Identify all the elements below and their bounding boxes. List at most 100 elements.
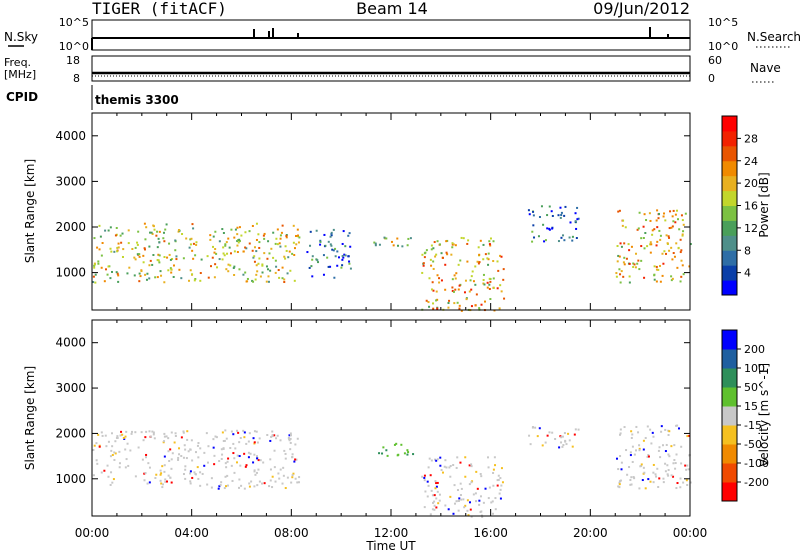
data-cell	[294, 443, 297, 446]
data-cell	[184, 448, 187, 451]
data-cell	[680, 445, 683, 448]
data-cell	[285, 249, 288, 252]
data-cell	[488, 243, 491, 246]
data-cell	[453, 484, 456, 487]
velocity-ylabel: Slant Range [km]	[23, 366, 37, 470]
data-cell	[451, 286, 454, 289]
data-cell	[239, 437, 242, 440]
data-cell	[499, 497, 502, 500]
data-cell	[440, 468, 443, 471]
data-cell	[152, 224, 155, 227]
data-cell	[163, 256, 166, 259]
data-cell	[92, 281, 95, 284]
data-cell	[291, 252, 294, 255]
data-cell	[167, 269, 170, 272]
data-cell	[620, 468, 623, 471]
data-cell	[142, 254, 145, 257]
data-cell	[662, 477, 665, 480]
data-cell	[449, 465, 452, 468]
data-cell	[668, 430, 671, 433]
data-cell	[451, 278, 454, 281]
data-cell	[349, 267, 352, 270]
freq-tick-bottom: 8	[73, 72, 80, 85]
data-cell	[167, 450, 170, 453]
data-cell	[661, 444, 664, 447]
data-cell	[500, 255, 503, 258]
ytick-label: 1000	[55, 472, 86, 486]
data-cell	[447, 302, 450, 305]
data-cell	[467, 514, 470, 517]
data-cell	[220, 457, 223, 460]
data-cell	[121, 433, 124, 436]
data-cell	[323, 233, 326, 236]
data-cell	[465, 298, 468, 301]
data-cell	[288, 250, 291, 253]
data-cell	[435, 290, 438, 293]
data-cell	[448, 299, 451, 302]
data-cell	[451, 289, 454, 292]
data-cell	[631, 445, 634, 448]
data-cell	[619, 242, 622, 245]
data-cell	[562, 234, 565, 237]
data-cell	[492, 471, 495, 474]
data-cell	[667, 469, 670, 472]
data-cell	[440, 252, 443, 255]
data-cell	[163, 440, 166, 443]
data-cell	[678, 228, 681, 231]
data-cell	[347, 255, 350, 258]
data-cell	[227, 263, 230, 266]
data-cell	[194, 451, 197, 454]
data-cell	[659, 238, 662, 241]
data-cell	[158, 261, 161, 264]
data-cell	[652, 471, 655, 474]
data-cell	[145, 278, 148, 281]
data-cell	[162, 237, 165, 240]
colorbar-tick-label: 16	[744, 200, 758, 213]
data-cell	[447, 306, 450, 309]
data-cell	[623, 256, 626, 259]
data-cell	[664, 470, 667, 473]
data-cell	[500, 290, 503, 293]
data-cell	[118, 466, 121, 469]
data-cell	[152, 431, 155, 434]
data-cell	[258, 437, 261, 440]
data-cell	[428, 305, 431, 308]
data-cell	[629, 454, 632, 457]
data-cell	[125, 458, 128, 461]
data-cell	[281, 482, 284, 485]
data-cell	[122, 248, 125, 251]
data-cell	[189, 470, 192, 473]
data-cell	[436, 490, 439, 493]
colorbar-tick-label: 50	[744, 381, 758, 394]
data-cell	[287, 256, 290, 259]
nave-tick-bottom: 0	[708, 72, 715, 85]
data-cell	[178, 447, 181, 450]
data-cell	[427, 484, 430, 487]
data-cell	[658, 264, 661, 267]
data-cell	[226, 460, 229, 463]
data-cell	[440, 279, 443, 282]
data-cell	[197, 456, 200, 459]
data-cell	[213, 276, 216, 279]
data-cell	[150, 231, 153, 234]
data-cell	[293, 247, 296, 250]
data-cell	[477, 246, 480, 249]
data-cell	[475, 500, 478, 503]
data-cell	[212, 446, 215, 449]
data-cell	[447, 508, 450, 511]
data-cell	[616, 245, 619, 248]
data-cell	[206, 461, 209, 464]
data-cell	[94, 281, 97, 284]
data-cell	[163, 470, 166, 473]
data-cell	[615, 457, 618, 460]
data-cell	[681, 219, 684, 222]
data-cell	[342, 256, 345, 259]
data-cell	[166, 480, 169, 483]
data-cell	[166, 256, 169, 259]
data-cell	[484, 487, 487, 490]
data-cell	[574, 428, 577, 431]
data-cell	[551, 431, 554, 434]
data-cell	[298, 236, 301, 239]
data-cell	[423, 479, 426, 482]
data-cell	[272, 256, 275, 259]
